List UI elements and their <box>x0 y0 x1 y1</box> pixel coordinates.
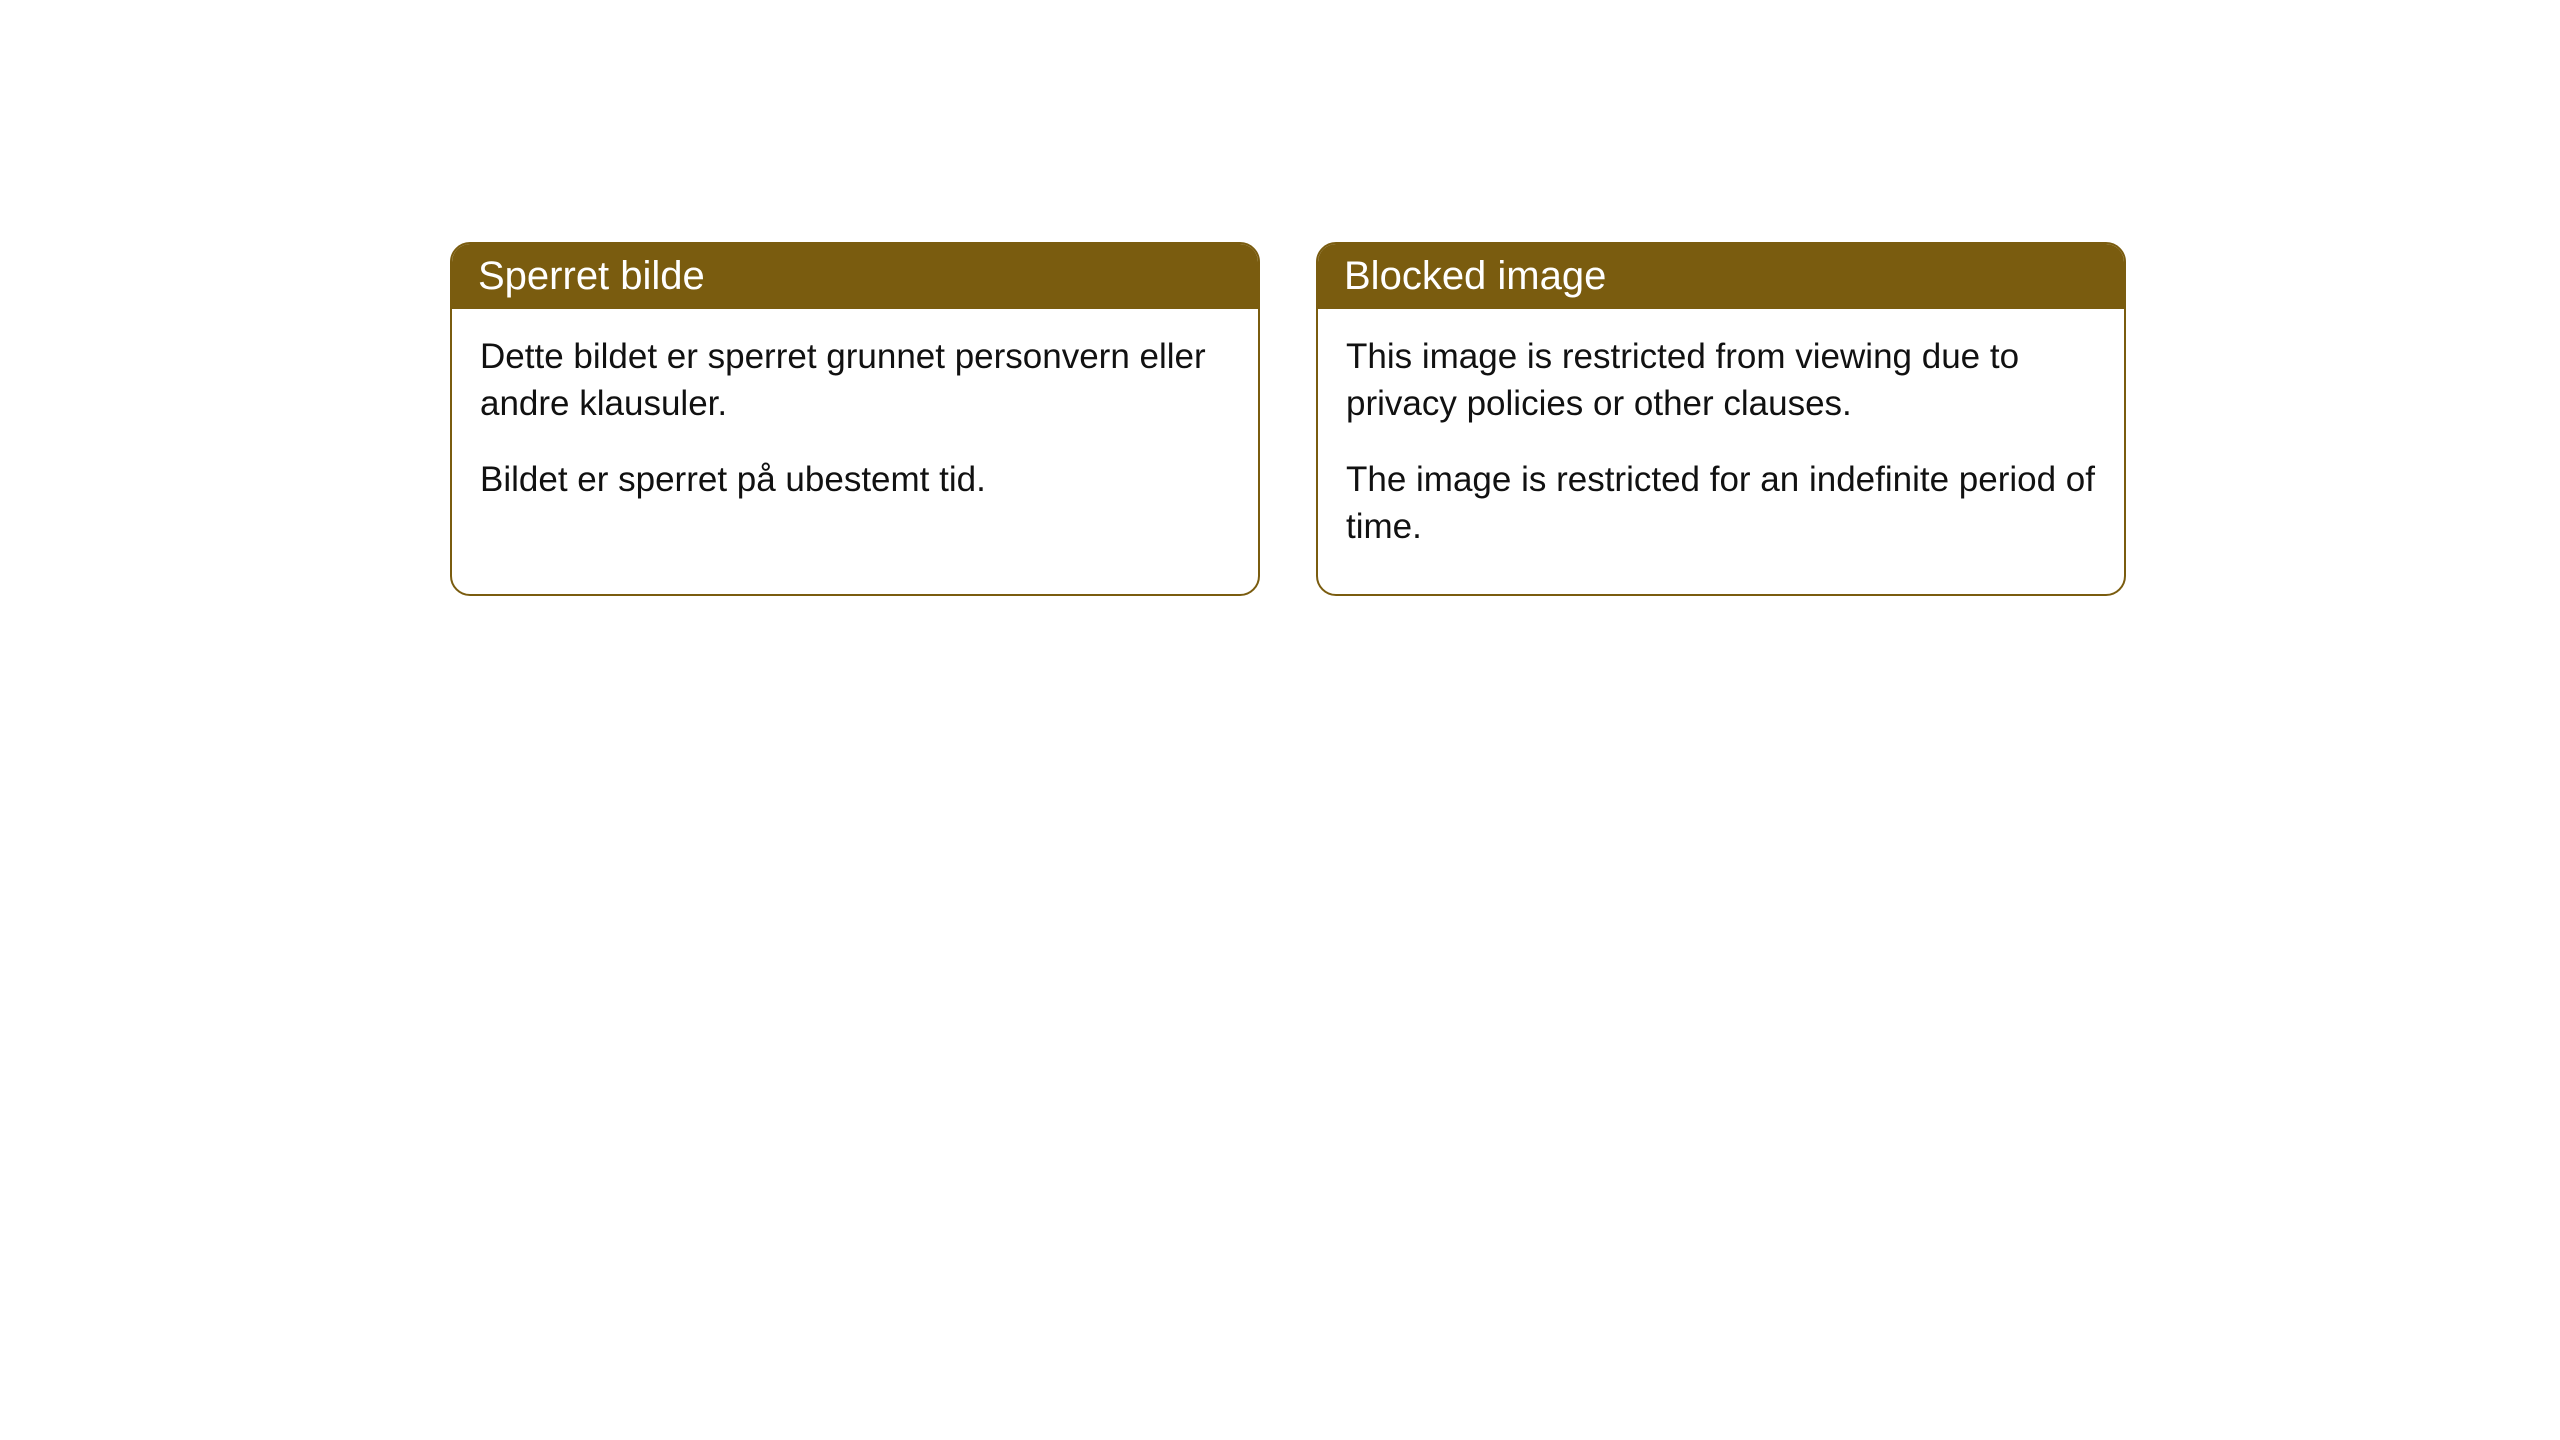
card-text-no-1: Dette bildet er sperret grunnet personve… <box>480 333 1230 428</box>
card-text-no-2: Bildet er sperret på ubestemt tid. <box>480 456 1230 503</box>
card-text-en-2: The image is restricted for an indefinit… <box>1346 456 2096 551</box>
card-body-no: Dette bildet er sperret grunnet personve… <box>452 309 1258 547</box>
card-title-no: Sperret bilde <box>452 244 1258 309</box>
blocked-image-card-en: Blocked image This image is restricted f… <box>1316 242 2126 596</box>
notice-cards-container: Sperret bilde Dette bildet er sperret gr… <box>0 0 2560 596</box>
card-body-en: This image is restricted from viewing du… <box>1318 309 2124 594</box>
blocked-image-card-no: Sperret bilde Dette bildet er sperret gr… <box>450 242 1260 596</box>
card-title-en: Blocked image <box>1318 244 2124 309</box>
card-text-en-1: This image is restricted from viewing du… <box>1346 333 2096 428</box>
